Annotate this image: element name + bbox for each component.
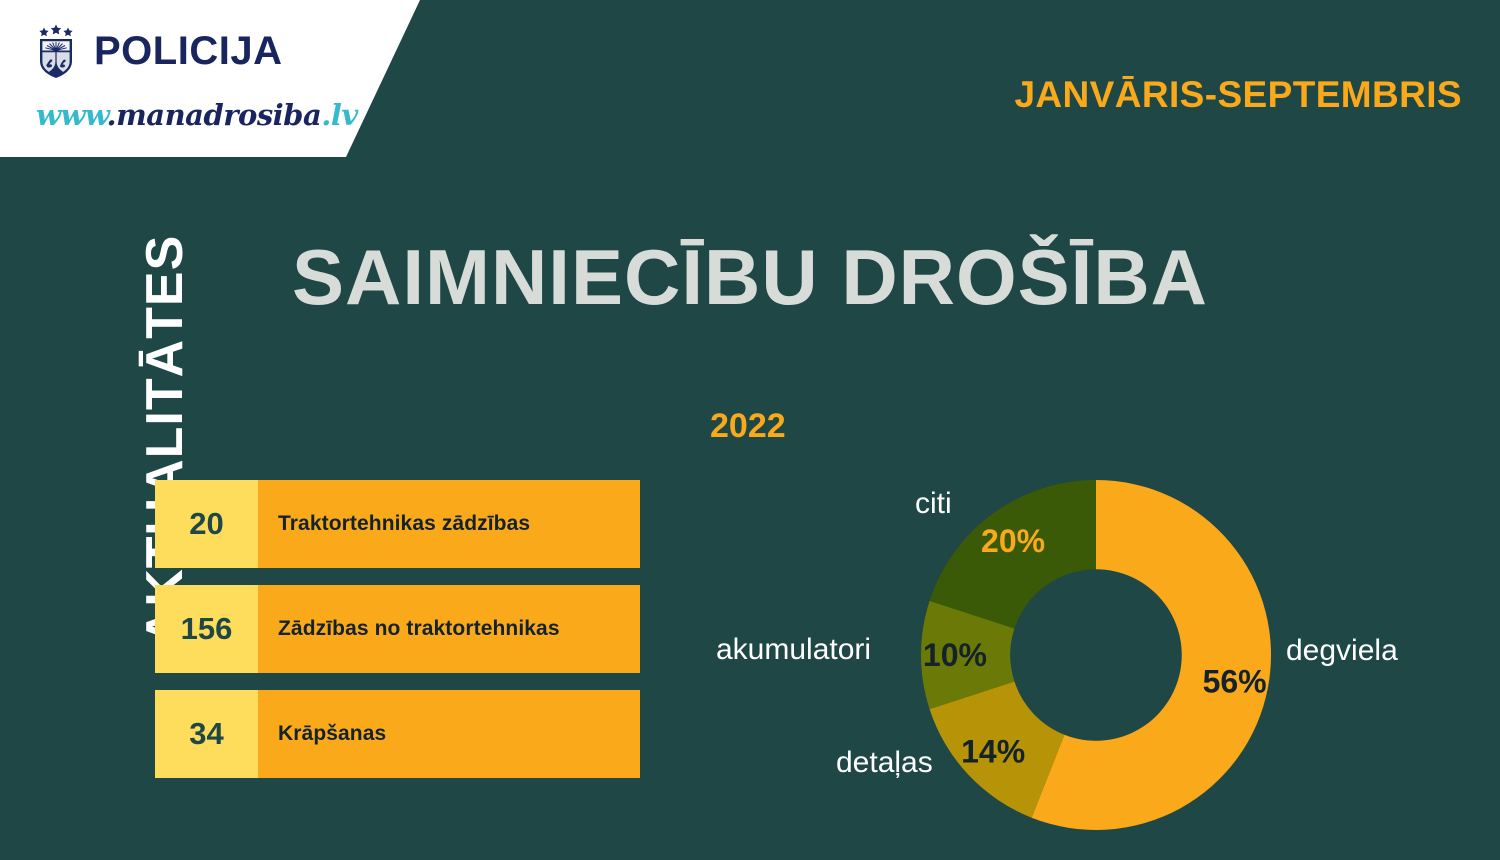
slice-label-detalas: detaļas <box>836 746 933 779</box>
url-dot-2: . <box>321 98 331 132</box>
donut-slice-akumulatori[interactable] <box>921 600 1015 710</box>
brand-website: www.manadrosiba.lv <box>36 98 358 132</box>
table-row: 20 Traktortehnikas zādzības <box>155 480 640 568</box>
latvia-coat-of-arms-icon <box>39 24 73 78</box>
period-heading: JANVĀRIS-SEPTEMBRIS <box>1014 74 1462 115</box>
url-tld: lv <box>330 98 358 132</box>
stat-count: 34 <box>155 690 258 778</box>
brand-lockup: POLICIJA <box>34 24 282 78</box>
chart-year: 2022 <box>710 407 786 445</box>
stat-label: Krāpšanas <box>278 722 387 745</box>
url-dot-1: . <box>106 98 117 132</box>
url-www: www <box>36 98 107 132</box>
donut-slice-degviela[interactable] <box>1031 480 1271 830</box>
table-row: 156 Zādzības no traktortehnikas <box>155 585 640 673</box>
donut-slice-detaļas[interactable] <box>929 681 1065 818</box>
slice-label-citi: citi <box>915 487 952 520</box>
slice-label-akumulatori: akumulatori <box>716 633 872 666</box>
stat-count: 156 <box>155 585 258 673</box>
donut-chart: 56% 14% 10% 20% <box>921 480 1271 830</box>
brand-name: POLICIJA <box>94 29 283 73</box>
logo-badge <box>0 0 420 157</box>
stats-bar-list: 20 Traktortehnikas zādzības 156 Zādzības… <box>155 480 640 795</box>
donut-value-citi: 20% <box>981 523 1045 559</box>
table-row: 34 Krāpšanas <box>155 690 640 778</box>
stat-label: Traktortehnikas zādzības <box>278 512 531 535</box>
donut-value-akumulatori: 10% <box>923 637 987 673</box>
donut-value-degviela: 56% <box>1203 663 1267 699</box>
slice-label-degviela: degviela <box>1286 634 1398 667</box>
donut-slice-citi[interactable] <box>929 480 1096 629</box>
page-title: SAIMNIECĪBU DROŠĪBA <box>291 233 1209 321</box>
stat-count: 20 <box>155 480 258 568</box>
stat-label: Zādzības no traktortehnikas <box>278 617 560 640</box>
url-domain: manadrosiba <box>116 98 322 132</box>
donut-chart-svg: 56% 14% 10% 20% <box>921 480 1271 830</box>
donut-value-detaļas: 14% <box>961 734 1025 770</box>
